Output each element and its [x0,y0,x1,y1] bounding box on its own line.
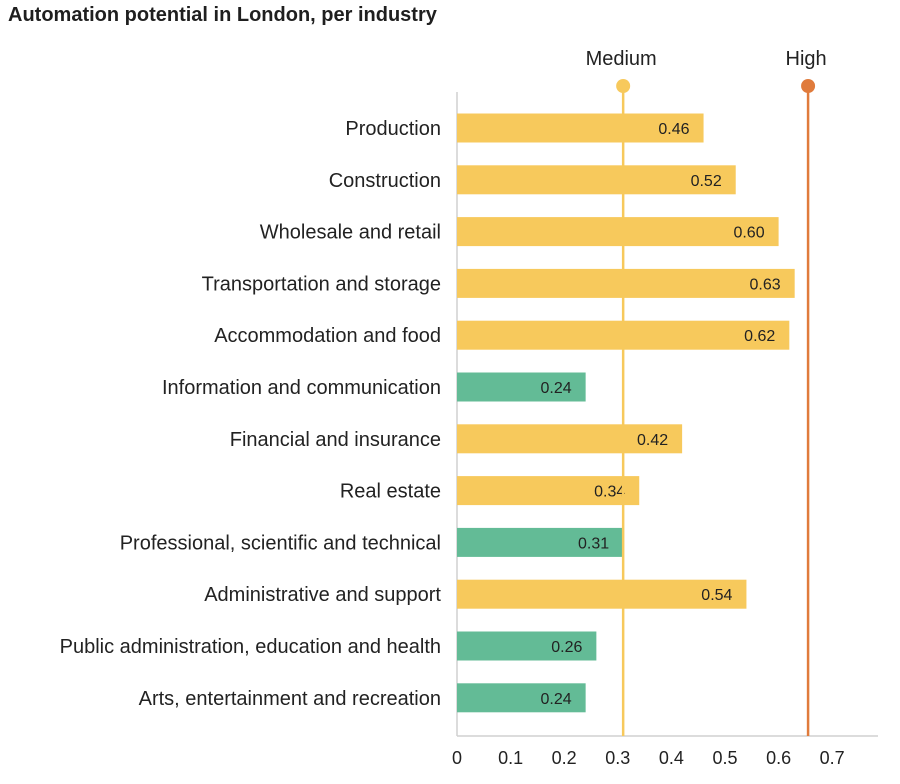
category-label: Financial and insurance [230,429,441,451]
category-label: Information and communication [162,377,441,399]
category-label: Public administration, education and hea… [60,636,441,658]
category-label: Transportation and storage [202,273,441,295]
x-tick-label: 0.1 [498,748,523,768]
reference-marker-high [801,79,816,93]
value-label: 0.54 [701,587,732,604]
value-label: 0.31 [578,535,609,552]
bar-11 [457,631,597,661]
value-label: 0.60 [733,225,764,242]
category-label: Construction [329,170,441,192]
category-label: Wholesale and retail [260,222,441,244]
bar-9 [457,527,624,557]
x-tick-label: 0.2 [552,748,577,768]
reference-label-high: High [786,48,827,70]
bar-2 [457,165,736,195]
value-label: 0.24 [540,691,571,708]
bar-3 [457,217,779,247]
category-label: Administrative and support [204,584,441,606]
x-tick-label: 0.6 [766,748,791,768]
value-label: 0.62 [744,328,775,345]
bar-7 [457,424,683,454]
x-tick-label: 0.3 [605,748,630,768]
x-tick-label: 0.7 [820,748,845,768]
bar-12 [457,683,586,713]
bar-6 [457,372,586,402]
x-tick-label: 0 [452,748,462,768]
value-label: 0.42 [637,432,668,449]
value-label: 0.52 [691,173,722,190]
value-label: 0.26 [551,639,582,656]
x-tick-label: 0.5 [712,748,737,768]
category-label: Arts, entertainment and recreation [139,688,441,710]
chart-title: Automation potential in London, per indu… [8,4,437,26]
bar-10 [457,579,747,609]
reference-marker-medium [616,79,631,93]
bar-8 [457,476,640,506]
value-label: 0.24 [540,380,571,397]
bar-4 [457,268,795,298]
bar-1 [457,113,704,143]
category-label: Production [345,118,441,140]
reference-label-medium: Medium [586,48,657,70]
value-label: 0.46 [658,121,689,138]
x-tick-label: 0.4 [659,748,684,768]
category-label: Accommodation and food [214,325,441,347]
category-label: Professional, scientific and technical [120,532,441,554]
category-label: Real estate [340,481,441,503]
value-label: 0.34 [594,484,625,501]
value-label: 0.63 [750,276,781,293]
